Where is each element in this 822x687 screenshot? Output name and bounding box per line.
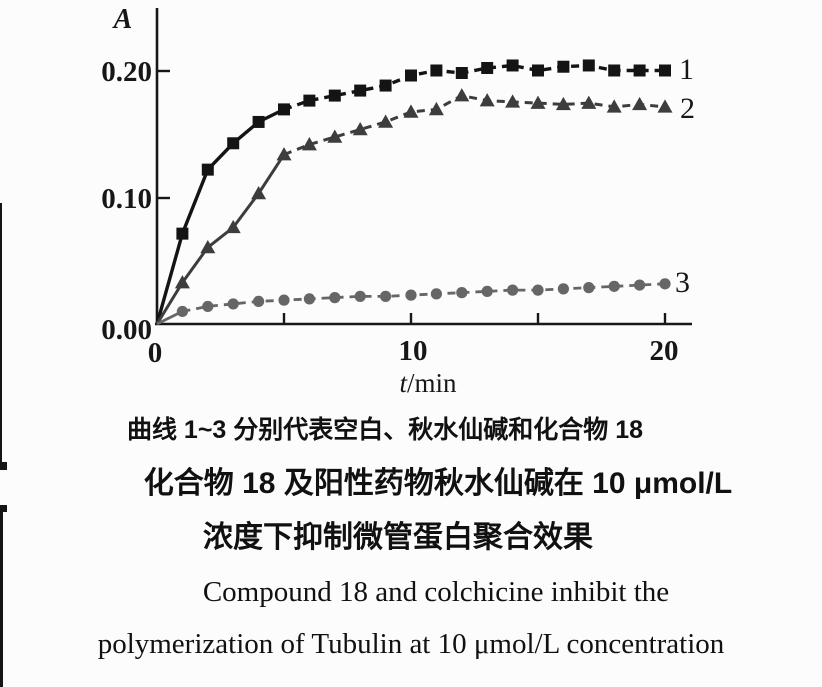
y-tick-0.00: 0.00 xyxy=(101,314,152,346)
series-blank-marker xyxy=(201,163,214,176)
series-compound-18-line-dashed xyxy=(182,282,666,313)
series-blank-marker xyxy=(557,60,570,73)
caption-curve-legend: 曲线 1~3 分别代表空白、秋水仙碱和化合物 18 xyxy=(126,416,644,444)
series-compound-18-marker xyxy=(608,280,620,292)
series-blank-marker xyxy=(582,59,595,72)
curve-label-2: 2 xyxy=(680,92,695,125)
series-colchicine-marker xyxy=(174,275,190,289)
scan-artifact-lower-foot xyxy=(0,505,7,512)
x-axis-ticks xyxy=(282,313,667,324)
curve-label-3: 3 xyxy=(675,266,690,299)
series-compound-18-marker xyxy=(405,289,417,301)
y-tick-0.10: 0.10 xyxy=(101,183,152,215)
series-colchicine-marker xyxy=(505,94,521,108)
series-blank-marker xyxy=(455,67,468,79)
series-compound-18-marker xyxy=(583,282,595,294)
series-colchicine-marker xyxy=(581,95,597,109)
series-blank-marker xyxy=(328,89,341,102)
series-compound-18-marker xyxy=(557,283,570,295)
series-colchicine xyxy=(155,88,673,325)
series-colchicine-marker xyxy=(403,104,419,118)
series-colchicine-marker xyxy=(276,147,292,161)
series-blank-marker xyxy=(354,84,367,97)
series-blank-marker xyxy=(532,64,544,77)
series-compound-18-marker xyxy=(354,290,366,302)
series-blank-marker xyxy=(405,69,417,82)
series-colchicine-line-dashed xyxy=(283,94,666,156)
series-compound-18-marker xyxy=(532,284,544,296)
series-compound-18-marker xyxy=(253,295,265,308)
x-tick-0: 0 xyxy=(148,337,163,369)
series-colchicine-marker xyxy=(632,96,648,111)
caption-title-cn-line2: 浓度下抑制微管蛋白聚合效果 xyxy=(203,521,593,554)
series-blank-marker xyxy=(608,64,621,77)
x-tick-10: 10 xyxy=(399,335,428,367)
series-colchicine-marker xyxy=(530,95,546,109)
series-blank-marker xyxy=(659,64,671,77)
x-axis-label: t/min xyxy=(399,368,457,398)
series-compound-18-marker xyxy=(303,293,315,305)
series-blank-marker xyxy=(252,115,265,128)
series-colchicine-marker xyxy=(352,121,368,136)
scan-artifact-upper-bar xyxy=(0,203,2,470)
series-blank-line-dashed xyxy=(283,63,665,112)
series-colchicine-marker xyxy=(378,114,394,128)
series-compound-18-marker xyxy=(176,305,188,318)
series-colchicine-marker xyxy=(479,93,495,107)
series-compound-18-marker xyxy=(659,278,671,290)
scan-artifact-upper-foot xyxy=(0,462,7,470)
series-colchicine-marker xyxy=(555,96,571,111)
y-axis-ticks xyxy=(157,69,170,200)
series-blank-marker xyxy=(278,103,290,116)
caption-title-en-line1: Compound 18 and colchicine inhibit the xyxy=(202,576,670,608)
series-blank-marker xyxy=(430,64,443,77)
series-colchicine-marker xyxy=(454,88,470,102)
series-compound-18-marker xyxy=(278,294,290,306)
series-compound-18-marker xyxy=(634,279,646,291)
series-compound-18-marker xyxy=(227,298,239,310)
series-compound-18-marker xyxy=(380,290,392,302)
series-colchicine-marker xyxy=(327,129,343,143)
scan-artifact-lower-bar xyxy=(0,505,3,687)
series-colchicine-marker xyxy=(657,99,673,113)
series-compound-18 xyxy=(156,278,671,326)
series-colchicine-marker xyxy=(301,137,317,151)
caption-title-en-line2: polymerization of Tubulin at 10 μmol/L c… xyxy=(97,628,725,660)
series-blank xyxy=(155,59,671,325)
series-blank-marker xyxy=(506,59,519,72)
series-colchicine-marker xyxy=(606,99,622,113)
series-blank-marker xyxy=(481,61,494,74)
y-axis-letter: A xyxy=(112,4,133,35)
series-compound-18-marker xyxy=(506,284,519,296)
x-axis-label-unit: /min xyxy=(407,368,457,398)
y-tick-0.20: 0.20 xyxy=(101,56,152,88)
series-colchicine-marker xyxy=(225,219,241,234)
series-colchicine-marker xyxy=(251,185,267,200)
caption-title-cn-line1: 化合物 18 及阳性药物秋水仙碱在 10 μmol/L xyxy=(143,467,733,500)
series-colchicine-line-solid xyxy=(155,153,286,325)
tubulin-polymerization-chart: A 0.20 0.10 0.00 0 10 20 t/min 1 2 3 xyxy=(101,4,695,398)
series-blank-marker xyxy=(633,64,646,77)
series-blank-marker xyxy=(227,137,240,150)
series-compound-18-marker xyxy=(202,300,214,313)
series-compound-18-marker xyxy=(481,285,493,297)
curve-label-1: 1 xyxy=(679,53,694,86)
series-compound-18-marker xyxy=(329,292,341,304)
series-colchicine-marker xyxy=(200,239,216,254)
series-blank-marker xyxy=(176,227,189,240)
x-tick-20: 20 xyxy=(650,335,679,367)
series-blank-marker xyxy=(379,79,392,92)
series-colchicine-marker xyxy=(428,101,444,116)
series-blank-marker xyxy=(303,94,316,107)
chart-area: A 0.20 0.10 0.00 0 10 20 t/min 1 2 3 xyxy=(101,4,695,398)
series-compound-18-marker xyxy=(456,287,468,299)
series-compound-18-marker xyxy=(430,288,442,300)
x-axis-label-variable: t xyxy=(399,368,408,398)
